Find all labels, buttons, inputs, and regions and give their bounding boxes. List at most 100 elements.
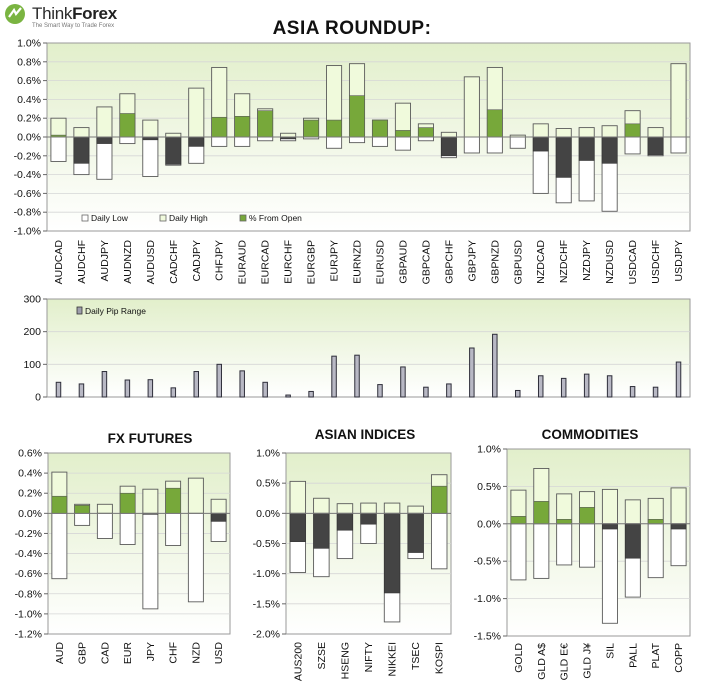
- y-tick-label: 0.0%: [17, 132, 41, 144]
- x-tick-label: NZDCAD: [535, 240, 547, 284]
- y-tick-label: 200: [23, 326, 41, 338]
- y-tick-label: 0: [35, 392, 41, 404]
- pip-range-bar: [492, 333, 498, 398]
- x-tick-label: GLD J¥: [582, 643, 594, 679]
- daily-high-bar: [463, 76, 480, 138]
- y-tick-label: -0.8%: [14, 207, 41, 219]
- x-tick-label: SIL: [604, 643, 616, 659]
- y-tick-label: 0.6%: [17, 75, 41, 87]
- daily-low-bar: [96, 512, 113, 539]
- pip-range-bar: [400, 366, 406, 398]
- y-tick-label: -1.0%: [14, 226, 41, 238]
- daily-high-bar: [187, 477, 204, 514]
- daily-low-bar: [486, 136, 503, 154]
- y-tick-label: 1.0%: [17, 38, 41, 50]
- legend-label: % From Open: [249, 213, 302, 223]
- x-tick-label: KOSPI: [434, 642, 446, 674]
- daily-high-bar: [601, 125, 618, 138]
- y-tick-label: -0.4%: [14, 169, 41, 181]
- pip-range-bar: [285, 394, 291, 398]
- legend-label: Daily High: [169, 213, 208, 223]
- daily-low-bar: [142, 512, 159, 610]
- thinkforex-logo: ThinkForex The Smart Way to Trade Forex: [4, 3, 154, 31]
- from-open-bar: [188, 136, 205, 147]
- x-tick-label: COPP: [673, 643, 685, 673]
- from-open-bar: [73, 136, 90, 164]
- y-tick-label: -1.0%: [474, 593, 501, 605]
- y-tick-label: -2.0%: [253, 629, 280, 641]
- pip-range-bar: [124, 379, 131, 398]
- x-tick-label: USDJPY: [673, 240, 685, 281]
- legend-swatch: [159, 214, 167, 222]
- from-open-bar: [440, 136, 457, 157]
- pip-range-bar: [262, 381, 268, 398]
- daily-high-bar: [289, 480, 307, 514]
- x-tick-label: EUR: [122, 642, 134, 665]
- daily-high-bar: [670, 63, 687, 138]
- from-open-bar: [119, 492, 136, 514]
- x-tick-label: AUDUSD: [145, 240, 157, 285]
- daily-low-bar: [509, 136, 526, 149]
- x-tick-label: CHF: [168, 642, 180, 664]
- daily-low-bar: [51, 512, 68, 580]
- y-tick-label: -1.0%: [253, 568, 280, 580]
- daily-high-bar: [336, 503, 354, 514]
- from-open-bar: [349, 95, 365, 138]
- legend-swatch: [239, 214, 247, 222]
- from-open-bar: [532, 136, 549, 152]
- x-tick-label: TSEC: [410, 642, 422, 670]
- from-open-bar: [51, 495, 68, 514]
- y-tick-label: 300: [23, 294, 41, 306]
- from-open-bar: [303, 119, 319, 138]
- legend-swatch: [76, 306, 83, 315]
- daily-high-bar: [601, 488, 618, 525]
- y-tick-label: -0.5%: [474, 556, 501, 568]
- daily-low-bar: [670, 523, 687, 567]
- pip-range-bar: [606, 375, 613, 398]
- x-tick-label: GBPJPY: [466, 240, 478, 281]
- x-tick-label: GBPCHF: [443, 240, 455, 284]
- x-tick-label: EURNZD: [352, 240, 364, 284]
- x-tick-label: GBPCAD: [420, 240, 432, 285]
- daily-high-bar: [50, 117, 67, 138]
- from-open-bar: [431, 485, 448, 514]
- x-tick-label: CADJPY: [191, 240, 203, 281]
- daily-high-bar: [73, 127, 90, 138]
- daily-high-bar: [360, 502, 377, 514]
- daily-high-bar: [555, 128, 572, 138]
- y-tick-label: 100: [23, 359, 41, 371]
- x-tick-label: HSENG: [339, 642, 351, 679]
- from-open-bar: [510, 516, 527, 525]
- pip-range-bar: [446, 383, 452, 398]
- daily-high-bar: [142, 119, 159, 138]
- from-open-bar: [395, 130, 411, 138]
- y-tick-label: -1.0%: [15, 608, 42, 620]
- from-open-bar: [624, 123, 641, 138]
- pip-range-bar: [308, 390, 314, 398]
- pip-range-bar: [469, 347, 475, 398]
- y-tick-label: 0.0%: [477, 518, 501, 530]
- x-tick-label: GLD E€: [559, 643, 571, 681]
- logo-mark-icon: [5, 4, 25, 24]
- x-tick-label: EURGBP: [306, 240, 318, 284]
- pip-range-bar: [560, 377, 567, 398]
- daily-low-bar: [165, 512, 182, 546]
- fx-futures-title: FX FUTURES: [107, 431, 193, 446]
- y-tick-label: -0.6%: [14, 188, 41, 200]
- from-open-bar: [533, 501, 550, 525]
- y-tick-label: -0.2%: [15, 528, 42, 540]
- from-open-bar: [336, 513, 354, 531]
- chart-fx: 0.6% 0.4% 0.2% 0.0% -0.2% -0.4% -0.6% -0.8% -1.0…: [15, 448, 231, 665]
- daily-high-bar: [313, 497, 330, 514]
- from-open-bar: [624, 523, 641, 559]
- y-tick-label: 0.5%: [477, 481, 501, 493]
- x-tick-label: CADCHF: [168, 240, 180, 284]
- pip-range-bar: [101, 371, 108, 398]
- pip-range-bar: [377, 384, 383, 398]
- x-tick-label: EURCAD: [260, 240, 272, 285]
- daily-high-bar: [624, 499, 641, 525]
- from-open-bar: [289, 513, 306, 542]
- from-open-bar: [578, 136, 595, 161]
- x-tick-label: AUDJPY: [99, 240, 111, 281]
